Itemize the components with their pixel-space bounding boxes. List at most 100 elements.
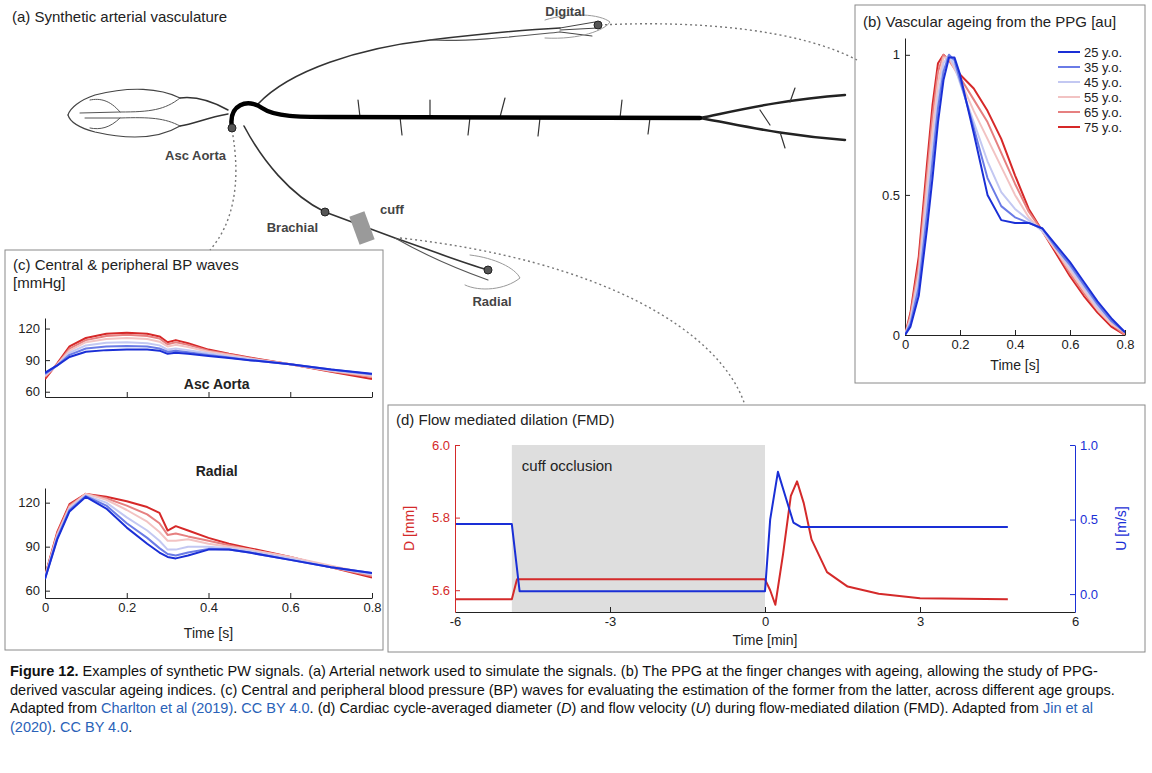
tick — [290, 392, 291, 397]
caption: Figure 12. Examples of synthetic PW sign… — [10, 662, 1142, 736]
panel-frame — [855, 5, 1145, 383]
tick-mark — [127, 593, 128, 598]
tick-label: 0 — [893, 328, 900, 343]
tick: 0.5 — [882, 188, 910, 203]
site-label: Radial — [472, 294, 511, 309]
tick: 0.5 — [1070, 512, 1098, 527]
axis-bottom: 00.20.40.60.8 — [902, 330, 1135, 352]
tick: 90 — [26, 353, 50, 368]
tick: 0.2 — [951, 330, 969, 352]
panel-b: (b) Vascular ageing from the PPG [au]00.… — [855, 5, 1145, 383]
caption-link: CC BY 4.0 — [60, 719, 128, 735]
series-line — [45, 496, 372, 579]
tick-label: 6.0 — [432, 438, 450, 453]
tick: 60 — [26, 583, 50, 598]
annotation: Asc Aorta — [184, 376, 250, 392]
vessel — [258, 28, 560, 104]
tick-label: 60 — [26, 384, 40, 399]
tick: 0.0 — [1070, 587, 1098, 602]
vessel — [700, 95, 845, 118]
tick-mark — [905, 55, 910, 56]
series-line — [455, 472, 1008, 591]
tick-mark — [920, 607, 921, 612]
axis-line — [455, 446, 456, 613]
series-line — [905, 55, 1125, 335]
tick: 3 — [917, 607, 924, 629]
axis-left: 60 90 120 — [18, 319, 50, 400]
axis-bottom — [46, 392, 373, 398]
tick-mark — [45, 591, 50, 592]
tick: 120 — [18, 495, 50, 510]
tick-label: 0.4 — [1006, 337, 1024, 352]
tick-label: -3 — [605, 614, 617, 629]
caption-text: . (d) Cardiac cycle-averaged diameter ( — [310, 700, 561, 716]
axis-title: Time [s] — [990, 357, 1039, 373]
tick-mark — [1125, 330, 1126, 335]
panel-frame — [5, 250, 383, 650]
tick: 120 — [18, 321, 50, 336]
legend-swatch — [1058, 81, 1080, 83]
legend-swatch — [1058, 66, 1080, 68]
tick-mark — [455, 518, 460, 519]
tick-label: 60 — [26, 583, 40, 598]
vessel — [85, 118, 180, 126]
vessel — [560, 28, 598, 30]
title-line: (c) Central & peripheral BP waves — [13, 256, 239, 273]
legend-label: 75 y.o. — [1084, 120, 1122, 135]
tick-mark — [45, 392, 50, 393]
tick: 1 — [893, 47, 910, 62]
plot-area — [45, 494, 372, 579]
legend-label: 55 y.o. — [1084, 90, 1122, 105]
tick-label: 0 — [762, 614, 769, 629]
series-line — [45, 333, 372, 379]
connector — [400, 238, 745, 405]
caption-text: . — [128, 719, 132, 735]
axis-line — [456, 612, 1076, 613]
cuff-label: cuff — [380, 202, 405, 217]
vessel — [620, 100, 622, 118]
tick-label: 90 — [26, 539, 40, 554]
tick-mark — [290, 593, 291, 598]
tick: -3 — [605, 607, 617, 629]
shaded-region — [512, 445, 765, 612]
legend-swatch — [1058, 126, 1080, 128]
tick: 5.6 — [432, 583, 460, 598]
title-line: [mmHg] — [13, 274, 66, 291]
vessel — [430, 32, 560, 40]
cuff — [349, 211, 374, 245]
caption-text: . — [233, 700, 241, 716]
axis-title: D [mm] — [401, 506, 417, 551]
tick-mark — [209, 392, 210, 397]
vessel — [68, 115, 180, 137]
vessel — [648, 118, 650, 134]
tick-label: 0.5 — [1080, 512, 1098, 527]
tick-label: 0.0 — [1080, 587, 1098, 602]
axis-left: 5.65.86.0 — [432, 438, 460, 613]
site-label: Asc Aorta — [165, 148, 227, 163]
vessel — [700, 118, 845, 140]
site-dot — [594, 21, 602, 29]
series-line — [905, 55, 1125, 335]
legend-label: 65 y.o. — [1084, 105, 1122, 120]
vessel — [180, 98, 228, 111]
tick-label: 0.2 — [951, 337, 969, 352]
series-line — [905, 58, 1125, 335]
tick-label: 120 — [18, 495, 40, 510]
axis-title: Time [s] — [184, 625, 233, 641]
vessel — [500, 98, 505, 117]
panel-title: (d) Flow mediated dilation (FMD) — [396, 411, 614, 428]
caption-text: ) during flow-mediated dilation (FMD). A… — [706, 700, 1043, 716]
vessel — [358, 100, 360, 117]
tick-mark — [209, 593, 210, 598]
tick-mark — [960, 330, 961, 335]
series-line — [45, 342, 372, 375]
plot-area — [455, 445, 1008, 612]
tick: 0.6 — [282, 593, 300, 615]
tick-label: 3 — [917, 614, 924, 629]
axis-line — [45, 319, 46, 398]
tick: 0.4 — [1006, 330, 1024, 352]
legend-label: 35 y.o. — [1084, 60, 1122, 75]
tick-label: 0.8 — [363, 600, 381, 615]
axis-bottom: -6-3036 — [450, 607, 1079, 629]
tick-label: 1.0 — [1080, 438, 1098, 453]
